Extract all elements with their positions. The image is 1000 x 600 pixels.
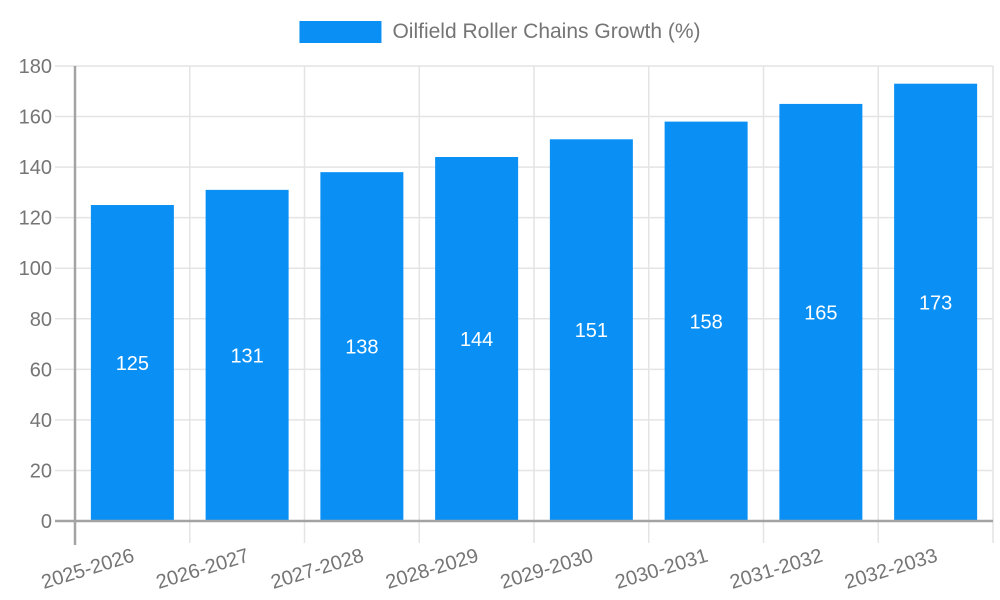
y-tick-label: 140 xyxy=(19,157,52,179)
y-tick-label: 180 xyxy=(19,56,52,78)
bar-2028-2029 xyxy=(435,157,519,521)
x-tick-label: 2027-2028 xyxy=(268,545,366,594)
y-tick-label: 0 xyxy=(41,511,52,533)
bar-value-label: 125 xyxy=(116,353,149,375)
bar-2027-2028 xyxy=(320,172,404,521)
y-tick-label: 120 xyxy=(19,208,52,230)
bar-2029-2030 xyxy=(549,139,633,522)
y-tick-label: 80 xyxy=(30,309,52,331)
bar-2025-2026 xyxy=(90,205,174,521)
x-tick-label: 2032-2033 xyxy=(842,545,940,594)
bar-value-label: 158 xyxy=(689,311,722,333)
bar-value-label: 144 xyxy=(460,329,493,351)
legend-swatch xyxy=(299,21,382,43)
bar-value-label: 173 xyxy=(919,292,952,314)
x-tick-label: 2031-2032 xyxy=(727,545,825,594)
bar-value-label: 138 xyxy=(345,337,378,359)
bar-2032-2033 xyxy=(894,83,978,521)
y-tick-label: 40 xyxy=(30,410,52,432)
bar-value-label: 151 xyxy=(575,320,608,342)
x-tick-label: 2030-2031 xyxy=(613,545,711,594)
bar-value-label: 165 xyxy=(804,302,837,324)
chart-legend: Oilfield Roller Chains Growth (%) xyxy=(299,20,701,44)
bar-2030-2031 xyxy=(664,121,748,521)
bar-2031-2032 xyxy=(779,103,863,522)
y-tick-label: 100 xyxy=(19,258,52,280)
y-tick-label: 20 xyxy=(30,460,52,482)
x-tick-label: 2029-2030 xyxy=(498,545,596,594)
y-tick-label: 160 xyxy=(19,107,52,129)
legend-label: Oilfield Roller Chains Growth (%) xyxy=(392,20,701,43)
x-tick-label: 2026-2027 xyxy=(154,545,252,594)
x-tick-label: 2025-2026 xyxy=(39,545,137,594)
bar-2026-2027 xyxy=(205,189,289,521)
x-tick-label: 2028-2029 xyxy=(383,545,481,594)
y-tick-label: 60 xyxy=(30,359,52,381)
bar-value-label: 131 xyxy=(230,345,263,367)
